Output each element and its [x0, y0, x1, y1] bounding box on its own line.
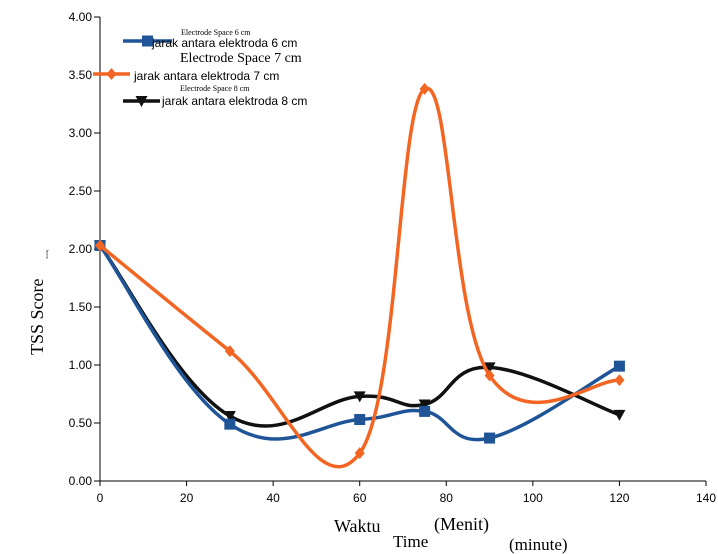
- y-tick-label: 4.00: [69, 10, 93, 24]
- x-tick-label: 120: [609, 491, 629, 505]
- legend-6cm-label: jarak antara elektroda 6 cm: [151, 36, 297, 50]
- legend-7cm-marker: [93, 68, 130, 80]
- x-axis-sublabel-time: Time: [393, 532, 428, 551]
- series-line-1: [98, 86, 620, 469]
- y-tick-label: 1.50: [69, 300, 93, 314]
- y-axis-unit: Ntu/Mg: [45, 249, 49, 259]
- data-point-1: [354, 447, 365, 460]
- legend-symbol-2: [135, 96, 148, 107]
- data-point-0: [354, 414, 366, 426]
- data-point-0: [419, 405, 431, 417]
- data-point-1: [614, 374, 625, 387]
- data-point-2: [418, 399, 431, 411]
- x-tick-label: 60: [353, 491, 367, 505]
- legend-8cm-alt-label: Electrode Space 8 cm: [180, 84, 250, 93]
- series-2: [94, 240, 626, 428]
- x-axis-unit-minute: (minute): [509, 535, 568, 554]
- y-tick-label: 2.00: [69, 242, 93, 256]
- legend-7cm-label: jarak antara elektroda 7 cm: [133, 69, 279, 83]
- y-axis-label: TSS Score: [27, 278, 47, 355]
- data-point-1: [419, 82, 430, 95]
- legend: Electrode Space 6 cm jarak antara elektr…: [93, 28, 307, 108]
- y-tick-label: 3.00: [69, 126, 93, 140]
- y-tick-label: 2.50: [69, 184, 93, 198]
- x-tick-label: 20: [180, 491, 194, 505]
- legend-symbol-0: [142, 35, 153, 47]
- x-tick-label: 80: [440, 491, 454, 505]
- y-tick-label: 0.00: [69, 474, 93, 488]
- series-layer: [94, 82, 626, 469]
- series-line-0: [98, 244, 621, 442]
- data-point-1: [484, 369, 495, 382]
- legend-8cm-marker: [123, 96, 160, 107]
- x-tick-label: 40: [266, 491, 280, 505]
- data-point-1: [95, 239, 105, 252]
- y-tick-label: 1.00: [69, 358, 93, 372]
- legend-8cm-label: jarak antara elektroda 8 cm: [161, 94, 307, 108]
- data-point-1: [224, 345, 235, 358]
- y-tick-label: 3.50: [69, 68, 93, 82]
- x-tick-label: 100: [523, 491, 543, 505]
- data-point-0: [613, 360, 625, 372]
- data-point-0: [484, 432, 496, 444]
- legend-symbol-1: [106, 68, 117, 80]
- y-tick-label: 0.50: [69, 416, 93, 430]
- x-axis-unit-menit: (Menit): [434, 514, 489, 535]
- x-tick-label: 140: [696, 491, 716, 505]
- data-point-2: [353, 391, 366, 403]
- y-axis-title: TSS Score Ntu/Mg: [27, 249, 49, 355]
- x-axis-label: Waktu: [334, 516, 381, 536]
- x-axis-title: Waktu Time (Menit) (minute): [334, 514, 568, 554]
- axes: 0.00 0.50 1.00 1.50 2.00 2.50 3.00 3.50 4.00 0 20 4…: [69, 10, 717, 505]
- legend-6cm-marker: [123, 35, 172, 47]
- data-point-0: [224, 418, 236, 430]
- data-point-2: [483, 362, 496, 374]
- legend-6cm-alt-label: Electrode Space 6 cm: [181, 28, 251, 37]
- legend-7cm-alt-label: Electrode Space 7 cm: [180, 51, 302, 66]
- x-tick-label: 0: [97, 491, 104, 505]
- series-1: [95, 82, 625, 469]
- data-point-2: [223, 411, 236, 423]
- series-0: [94, 240, 625, 444]
- data-point-2: [613, 409, 626, 421]
